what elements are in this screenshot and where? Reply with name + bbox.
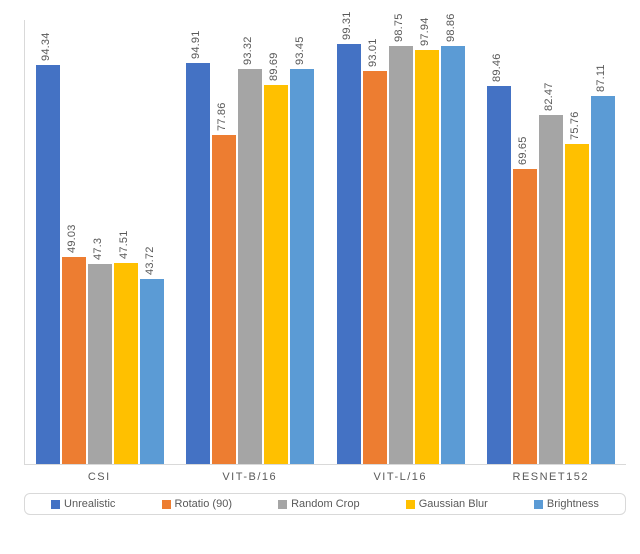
x-axis-label: CSI (24, 471, 175, 483)
bar: 75.76 (565, 144, 589, 464)
plot-area: 94.3449.0347.347.5143.7294.9177.8693.328… (24, 20, 626, 465)
bar-value-label: 99.31 (341, 12, 353, 41)
bar: 93.45 (290, 69, 314, 464)
bar: 89.46 (487, 86, 511, 464)
bar: 98.75 (389, 46, 413, 464)
legend: Unrealistic Rotatio (90) Random Crop Gaussi… (24, 493, 626, 515)
legend-swatch (51, 500, 60, 509)
legend-label: Rotatio (90) (175, 498, 232, 510)
legend-label: Gaussian Blur (419, 498, 488, 510)
legend-swatch (278, 500, 287, 509)
x-axis-labels: CSIVIT-B/16VIT-L/16RESNET152 (24, 471, 626, 483)
bar-value-label: 98.75 (393, 14, 405, 43)
bar-value-label: 47.51 (118, 231, 130, 260)
bar-value-label: 97.94 (419, 17, 431, 46)
bar-value-label: 49.03 (66, 224, 78, 253)
bar-value-label: 69.65 (517, 137, 529, 166)
legend-item: Brightness (534, 498, 599, 510)
bar-value-label: 89.46 (491, 53, 503, 82)
bar-value-label: 93.01 (367, 38, 379, 67)
bar-value-label: 93.32 (242, 37, 254, 66)
bar-value-label: 94.34 (40, 33, 52, 62)
bar: 77.86 (212, 135, 236, 464)
bar-value-label: 87.11 (595, 64, 607, 92)
legend-item: Unrealistic (51, 498, 115, 510)
legend-swatch (162, 500, 171, 509)
bar-value-label: 93.45 (294, 36, 306, 65)
x-axis-label: RESNET152 (476, 471, 627, 483)
bar-value-label: 77.86 (216, 102, 228, 131)
bar-value-label: 47.3 (92, 238, 104, 260)
bar-group: 94.9177.8693.3289.6993.45 (175, 20, 325, 464)
bar: 89.69 (264, 85, 288, 464)
bar-value-label: 89.69 (268, 52, 280, 81)
legend-swatch (406, 500, 415, 509)
bar: 94.34 (36, 65, 60, 464)
bar-value-label: 94.91 (190, 30, 202, 59)
bar: 69.65 (513, 169, 537, 464)
bar: 87.11 (591, 96, 615, 464)
bar-group: 94.3449.0347.347.5143.72 (25, 20, 175, 464)
legend-item: Random Crop (278, 498, 359, 510)
legend-label: Random Crop (291, 498, 359, 510)
bar: 98.86 (441, 46, 465, 464)
legend-label: Unrealistic (64, 498, 115, 510)
legend-item: Rotatio (90) (162, 498, 232, 510)
bar: 47.3 (88, 264, 112, 464)
bar: 47.51 (114, 263, 138, 464)
bar-group: 89.4669.6582.4775.7687.11 (476, 20, 626, 464)
bar: 93.32 (238, 69, 262, 464)
bar: 49.03 (62, 257, 86, 464)
bar-group: 99.3193.0198.7597.9498.86 (326, 20, 476, 464)
bar-value-label: 75.76 (569, 111, 581, 140)
bar: 97.94 (415, 50, 439, 464)
legend-label: Brightness (547, 498, 599, 510)
chart-container: 94.3449.0347.347.5143.7294.9177.8693.328… (0, 0, 640, 554)
bar: 43.72 (140, 279, 164, 464)
bar-value-label: 43.72 (144, 247, 156, 276)
legend-swatch (534, 500, 543, 509)
bar-value-label: 98.86 (445, 13, 457, 42)
x-axis-label: VIT-L/16 (325, 471, 476, 483)
x-axis-label: VIT-B/16 (175, 471, 326, 483)
legend-item: Gaussian Blur (406, 498, 488, 510)
bar: 94.91 (186, 63, 210, 464)
bar: 93.01 (363, 71, 387, 464)
bar: 82.47 (539, 115, 563, 464)
bar: 99.31 (337, 44, 361, 464)
bar-value-label: 82.47 (543, 83, 555, 112)
